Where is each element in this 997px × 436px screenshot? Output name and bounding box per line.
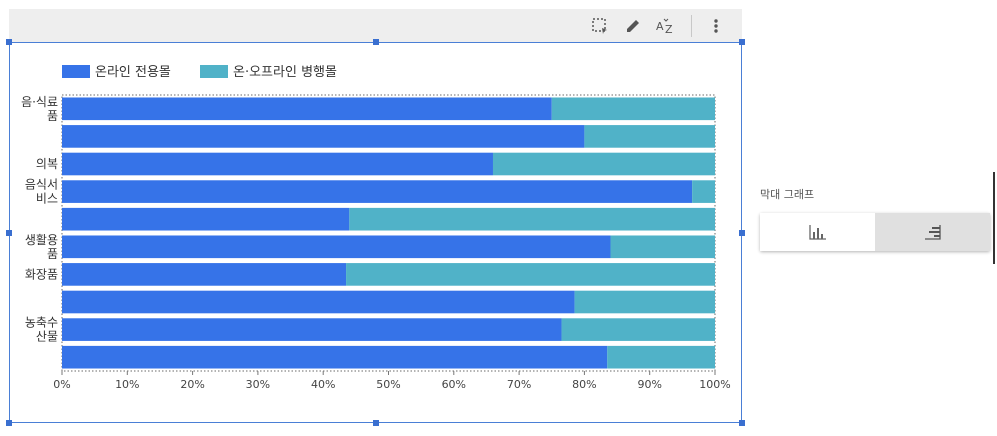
bar-s0-r6[interactable] [62, 263, 347, 286]
bar-s0-r2[interactable] [62, 152, 493, 176]
toolbar-separator [691, 15, 692, 37]
scrollbar[interactable] [993, 172, 995, 264]
bar-orientation-toggle [760, 213, 990, 251]
x-tick-label-1: 10% [115, 378, 139, 391]
resize-handle-bottom-left[interactable] [6, 420, 12, 426]
bar-s1-r4[interactable] [349, 207, 715, 231]
category-label-2: 음식서 비스 [25, 178, 58, 206]
bar-s0-r1[interactable] [62, 125, 585, 148]
chart-legend: 온라인 전용몰 온·오프라인 병행몰 [62, 64, 337, 80]
category-label-3: 생활용 품 [25, 233, 58, 261]
x-tick-label-2: 20% [180, 378, 204, 391]
x-tick-label-10: 100% [699, 378, 730, 391]
bar-s0-r0[interactable] [62, 97, 552, 121]
bar-s0-r4[interactable] [62, 207, 350, 231]
sort-az-icon[interactable]: A Z [656, 17, 674, 36]
bar-s0-r9[interactable] [62, 345, 608, 369]
resize-handle-bottom-right[interactable] [739, 420, 745, 426]
svg-text:Z: Z [665, 23, 673, 35]
bar-s1-r8[interactable] [561, 318, 715, 341]
bar-s1-r6[interactable] [346, 263, 715, 286]
x-tick-label-7: 70% [507, 378, 531, 391]
x-tick-label-8: 80% [572, 378, 596, 391]
svg-text:A: A [656, 20, 664, 33]
bar-s0-r8[interactable] [62, 318, 562, 341]
bars-group [62, 97, 715, 369]
panel-title: 막대 그래프 [760, 188, 815, 201]
chart-toolbar: A Z [9, 9, 742, 42]
vertical-bars-icon [809, 225, 826, 240]
bar-s1-r7[interactable] [574, 290, 715, 314]
pencil-icon[interactable] [624, 17, 642, 35]
bar-s0-r3[interactable] [62, 180, 693, 203]
x-tick-label-9: 90% [637, 378, 661, 391]
bar-s0-r7[interactable] [62, 290, 575, 314]
x-tick-label-5: 50% [376, 378, 400, 391]
bar-s1-r2[interactable] [492, 152, 715, 176]
x-tick-label-6: 60% [442, 378, 466, 391]
legend-label-1: 온·오프라인 병행몰 [233, 64, 337, 80]
category-label-4: 화장품 [25, 267, 58, 281]
resize-handle-top[interactable] [373, 39, 379, 45]
select-region-icon[interactable] [591, 17, 609, 35]
vertical-bar-option[interactable] [760, 213, 875, 251]
resize-handle-top-right[interactable] [739, 39, 745, 45]
legend-swatch-0 [62, 65, 90, 78]
bar-s1-r3[interactable] [692, 180, 715, 203]
bar-s1-r0[interactable] [551, 97, 715, 121]
x-tick-label-3: 30% [246, 378, 270, 391]
legend-swatch-1 [200, 65, 228, 78]
resize-handle-left[interactable] [6, 230, 12, 236]
x-tick-label-4: 40% [311, 378, 335, 391]
bar-s1-r5[interactable] [610, 235, 715, 259]
more-vert-icon[interactable] [707, 17, 725, 35]
resize-handle-bottom[interactable] [373, 420, 379, 426]
x-axis: 0% 10% 20% 30% 40% 50% 60% 70% 80% 90% 100% [53, 371, 731, 391]
resize-handle-right[interactable] [739, 230, 745, 236]
horizontal-bar-option[interactable] [875, 213, 990, 251]
bar-s0-r5[interactable] [62, 235, 611, 259]
category-label-0: 음·식료 품 [21, 95, 58, 123]
resize-handle-top-left[interactable] [6, 39, 12, 45]
legend-label-0: 온라인 전용몰 [95, 65, 171, 80]
plot-area-border [61, 94, 716, 372]
category-label-5: 농축수 산물 [25, 316, 58, 344]
horizontal-bars-icon [925, 225, 941, 240]
bar-s1-r9[interactable] [607, 345, 715, 369]
x-tick-label-0: 0% [53, 378, 70, 391]
bar-s1-r1[interactable] [584, 125, 715, 148]
category-label-1: 의복 [36, 157, 58, 171]
